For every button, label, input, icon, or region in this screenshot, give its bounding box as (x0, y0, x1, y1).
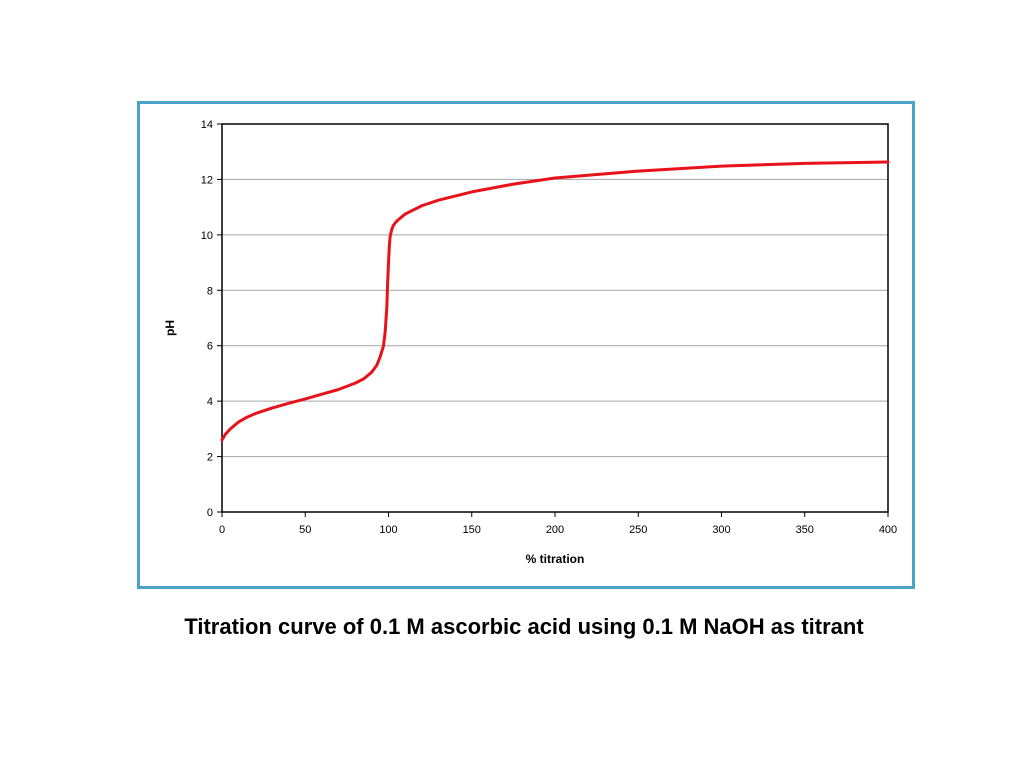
chart-frame: 0 2 4 6 8 10 12 14 0 50 100 150 200 250 300 350 400 % tit… (137, 101, 915, 589)
y-tick-label: 6 (207, 341, 213, 353)
y-tick-label: 8 (207, 285, 213, 297)
x-tick-label: 100 (379, 524, 397, 536)
titration-chart: 0 2 4 6 8 10 12 14 0 50 100 150 200 250 300 350 400 % tit… (163, 119, 897, 566)
figure-caption: Titration curve of 0.1 M ascorbic acid u… (184, 614, 864, 639)
plot-area-border (221, 123, 889, 513)
x-tick-label: 50 (299, 524, 311, 536)
series-line (220, 160, 890, 442)
x-tick-label: 400 (879, 524, 897, 536)
x-tick-label: 250 (629, 524, 647, 536)
x-axis-title: % titration (526, 552, 585, 566)
y-tick-label: 10 (201, 230, 213, 242)
x-tick-label: 150 (463, 524, 481, 536)
y-tick-label: 12 (201, 174, 213, 186)
y-axis-title: pH (163, 320, 177, 336)
x-tick-label: 200 (546, 524, 564, 536)
y-tick-label: 4 (207, 396, 213, 408)
x-tick-label: 0 (219, 524, 225, 536)
y-tick-label: 2 (207, 452, 213, 464)
x-tick-label: 350 (796, 524, 814, 536)
x-tick-label: 300 (712, 524, 730, 536)
y-tick-label: 0 (207, 507, 213, 519)
y-tick-label: 14 (201, 119, 213, 131)
